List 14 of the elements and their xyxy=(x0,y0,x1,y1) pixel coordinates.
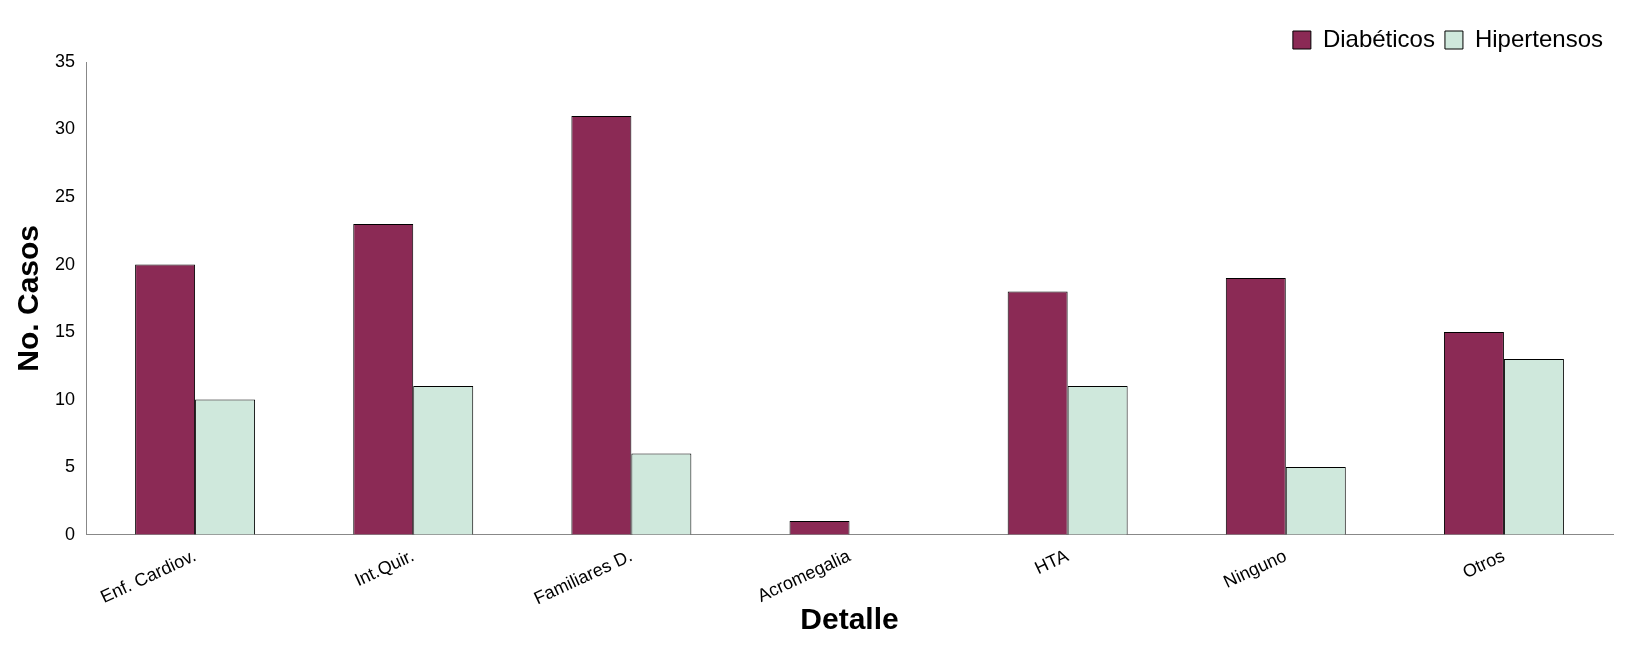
legend-label: Hipertensos xyxy=(1474,24,1603,52)
y-axis-title: No. Casos xyxy=(11,224,45,372)
legend-label: Diabéticos xyxy=(1322,24,1435,52)
y-tick-label: 10 xyxy=(54,388,76,409)
y-tick-label: 30 xyxy=(54,118,76,139)
x-axis-title: Detalle xyxy=(800,602,899,636)
y-tick-label: 20 xyxy=(54,253,76,274)
x-tick-label: Otros xyxy=(1459,545,1508,583)
y-tick-label: 15 xyxy=(54,321,76,342)
x-tick-label: HTA xyxy=(1031,545,1072,579)
y-tick-label: 0 xyxy=(65,523,76,544)
y-tick-label: 5 xyxy=(65,456,76,477)
y-tick-label: 35 xyxy=(54,50,76,71)
y-tick-label: 25 xyxy=(54,186,76,206)
